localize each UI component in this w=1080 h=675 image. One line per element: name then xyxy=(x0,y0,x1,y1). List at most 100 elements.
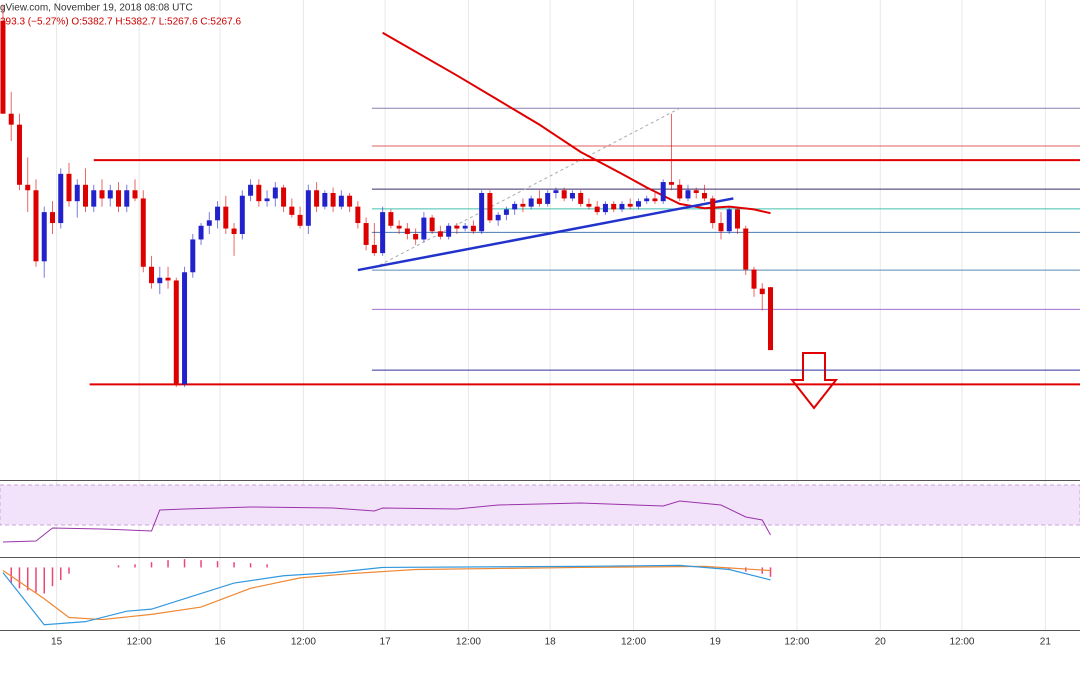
candle-body xyxy=(91,190,97,207)
candle-body xyxy=(330,192,336,207)
x-tick-label: 12:00 xyxy=(621,637,646,648)
candle-body xyxy=(314,190,320,207)
candle-body xyxy=(611,203,617,210)
candle-body xyxy=(619,203,625,210)
candle-body xyxy=(297,214,303,226)
pane-separator xyxy=(0,557,1080,558)
candle-body xyxy=(578,192,584,204)
candle-body xyxy=(338,195,344,207)
candle-body xyxy=(198,225,204,240)
candle-body xyxy=(305,190,311,226)
x-tick-label: 12:00 xyxy=(949,637,974,648)
candle-body xyxy=(380,212,386,254)
candle-body xyxy=(586,203,592,207)
candle-body xyxy=(495,214,501,221)
candle-body xyxy=(149,266,155,284)
candle-body xyxy=(371,244,377,254)
x-tick-label: 15 xyxy=(51,637,63,648)
x-tick-label: 18 xyxy=(545,637,557,648)
candle-body xyxy=(553,190,559,193)
candle-body xyxy=(520,203,526,207)
candle-body xyxy=(751,269,757,289)
candle-body xyxy=(528,198,534,207)
candle-body xyxy=(726,209,732,232)
rsi-line xyxy=(2,500,771,543)
x-tick-label: 17 xyxy=(380,637,392,648)
candle-body xyxy=(462,225,468,229)
candle-body xyxy=(685,190,691,199)
candle-body xyxy=(25,184,31,191)
candle-body xyxy=(569,192,575,199)
moving-average xyxy=(382,31,771,215)
candle-body xyxy=(421,217,427,240)
down-arrow xyxy=(789,352,839,410)
candle-body xyxy=(281,187,287,207)
candle-body xyxy=(734,209,740,229)
candle-body xyxy=(248,184,254,196)
candle-body xyxy=(363,223,369,245)
pane-separator xyxy=(0,480,1080,481)
axis-line xyxy=(0,630,1080,631)
candle-body xyxy=(289,206,295,215)
candle-body xyxy=(58,173,64,224)
candle-body xyxy=(347,195,353,207)
macd-signal xyxy=(2,565,771,621)
candle-body xyxy=(536,198,542,204)
x-tick-label: 21 xyxy=(1040,637,1052,648)
candle-body xyxy=(693,190,699,193)
candle-body xyxy=(256,184,262,202)
candle-body xyxy=(116,190,122,207)
candle-body xyxy=(404,228,410,234)
candle-body xyxy=(272,187,278,199)
candle-body xyxy=(644,198,650,202)
candle-body xyxy=(190,239,196,273)
candle-body xyxy=(561,190,567,199)
x-tick-label: 12:00 xyxy=(784,637,809,648)
candle-body xyxy=(503,209,509,215)
candle-body xyxy=(446,225,452,237)
candle-body xyxy=(41,212,47,262)
candle-body xyxy=(74,184,80,202)
candle-body xyxy=(677,184,683,199)
candle-body xyxy=(759,288,765,295)
candle-body xyxy=(206,220,212,226)
candle-body xyxy=(668,182,674,185)
x-tick-label: 19 xyxy=(710,637,722,648)
trendline xyxy=(357,197,734,272)
candle-body xyxy=(660,182,666,202)
candle-body xyxy=(8,113,14,125)
x-tick-label: 12:00 xyxy=(291,637,316,648)
candle-body xyxy=(487,192,493,221)
candle-body xyxy=(396,225,402,229)
candle-body xyxy=(157,277,163,284)
macd-line xyxy=(2,564,771,626)
candle-body xyxy=(173,280,179,385)
x-tick-label: 12:00 xyxy=(456,637,481,648)
candle-body xyxy=(743,228,749,270)
candle-body xyxy=(718,223,724,232)
candle-body xyxy=(512,203,518,210)
candle-body xyxy=(66,173,72,202)
quote: 293.3 (−5.27%) O:5382.7 H:5382.7 L:5267.… xyxy=(0,17,241,28)
candle-body xyxy=(413,233,419,240)
candle-body xyxy=(99,190,105,199)
candle-body xyxy=(264,198,270,202)
candle-body xyxy=(107,190,113,199)
candle-body xyxy=(16,124,22,185)
header: gView.com, November 19, 2018 08:08 UTC xyxy=(0,3,193,14)
candle-body xyxy=(239,195,245,234)
candle-body xyxy=(768,287,774,351)
candle-body xyxy=(437,231,443,237)
candle-body xyxy=(545,192,551,204)
candle-body xyxy=(479,192,485,232)
candle-body xyxy=(454,225,460,229)
x-tick-label: 12:00 xyxy=(127,637,152,648)
candle-body xyxy=(132,190,138,199)
x-tick-label: 16 xyxy=(214,637,226,648)
candle-body xyxy=(215,206,221,221)
candle-body xyxy=(388,212,394,226)
candle-body xyxy=(83,184,89,207)
